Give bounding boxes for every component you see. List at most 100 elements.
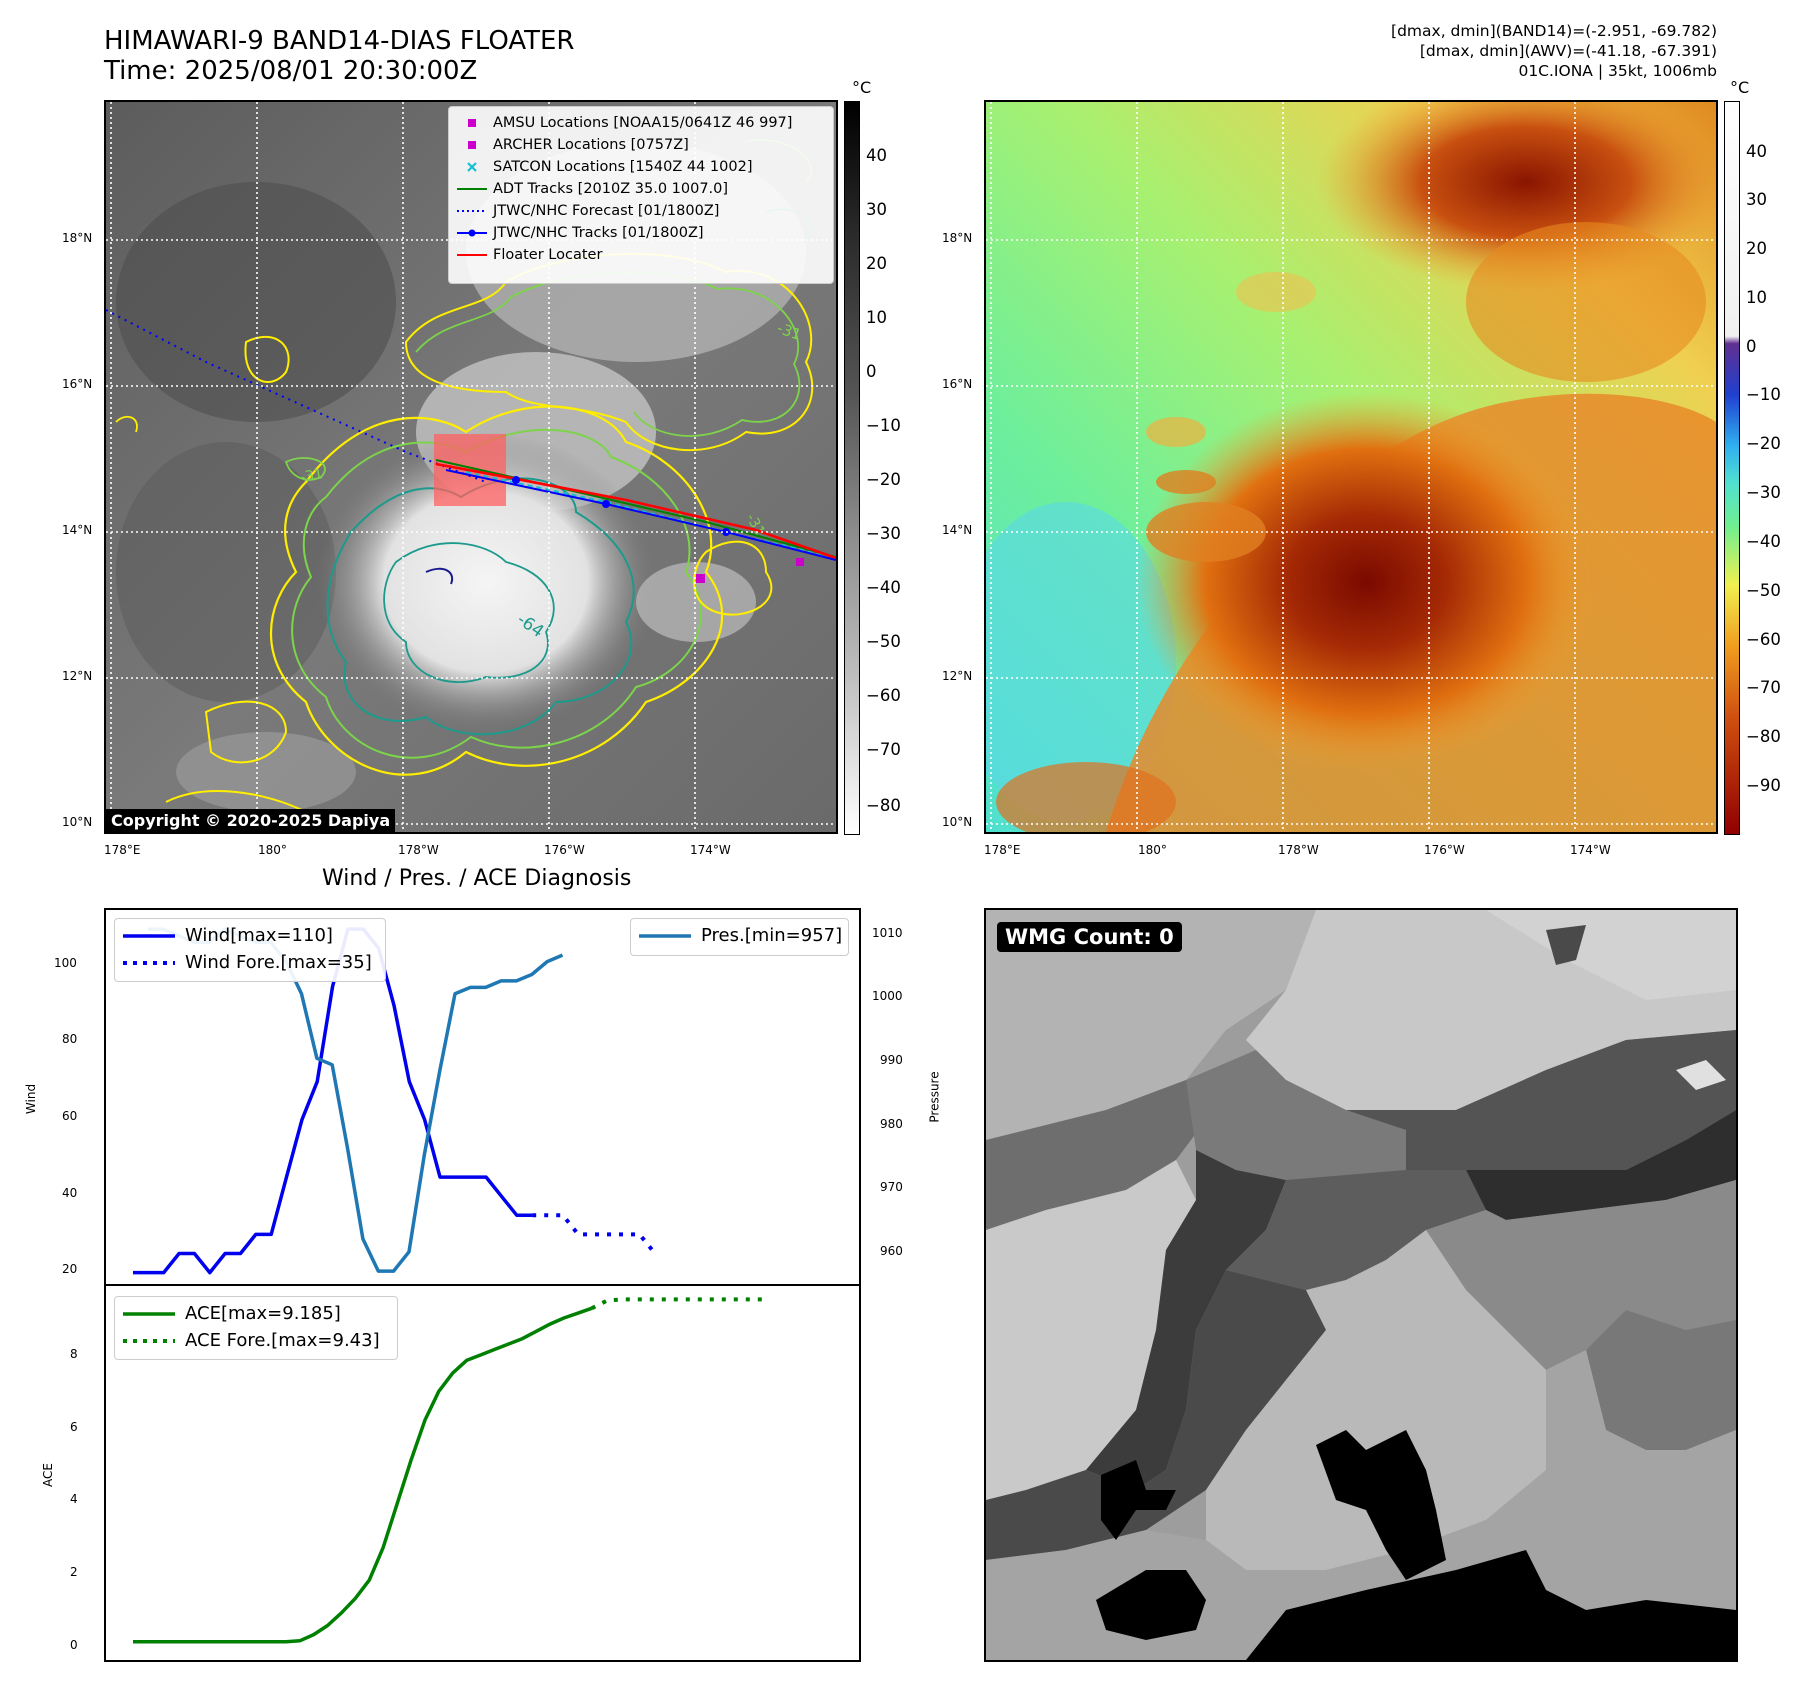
pressure-tick: 970 [880,1180,903,1194]
square-marker-icon [468,119,476,127]
cb-tick: 40 [1746,142,1767,161]
wind-tick: 20 [62,1262,78,1276]
wind-legend: Wind[max=110] Wind Fore.[max=35] [114,918,386,982]
wind-tick: 40 [62,1186,78,1200]
line-marker-icon [639,934,691,938]
line-marker-icon [123,1312,175,1316]
ace-legend: ACE[max=9.185] ACE Fore.[max=9.43] [114,1296,398,1360]
wmg-image [986,910,1736,1660]
info-line-awv: [dmax, dmin](AWV)=(-41.18, -67.391) [1419,42,1717,60]
dotted-line-icon [457,210,487,212]
lat-label: 18°N [942,231,973,245]
lat-label: 18°N [62,231,93,245]
cb-tick: 10 [1746,288,1767,307]
cb-tick: −60 [866,686,901,705]
wind-tick: 100 [54,956,77,970]
cb-tick: −90 [1746,776,1781,795]
line-marker-icon [123,934,175,938]
wind-forecast-line [532,1213,657,1255]
pressure-tick: 980 [880,1117,903,1131]
cb-tick: −50 [1746,581,1781,600]
cb-tick: −20 [1746,434,1781,453]
pressure-axis-label: Pressure [927,1071,942,1123]
square-marker-icon [468,141,476,149]
cb-tick: −80 [1746,727,1781,746]
wind-axis-label: Wind [24,1083,39,1115]
amsu-marker [696,574,705,583]
wind-series-line [133,927,533,1275]
line-dot-marker-icon [457,229,487,237]
wmg-panel: WMG Count: 0 [984,908,1738,1662]
cb-tick: 30 [866,200,887,219]
cb-tick: −80 [866,796,901,815]
wv-colorbar-unit: °C [1730,78,1750,97]
dotted-line-icon [123,961,175,965]
cb-tick: −10 [1746,385,1781,404]
jtwc-track [445,469,836,561]
wv-satellite-map [984,100,1718,834]
pressure-tick: 990 [880,1053,903,1067]
lon-label: 174°W [1570,843,1611,857]
contour-label: -31 [299,466,324,486]
cb-tick: −40 [1746,532,1781,551]
ace-forecast-line [590,1297,763,1311]
wmg-count-badge: WMG Count: 0 [997,922,1182,952]
lat-label: 12°N [62,669,93,683]
cb-tick: 20 [1746,239,1767,258]
cb-tick: 0 [1746,337,1757,356]
lon-label: 178°W [398,843,439,857]
wind-pressure-plot: Wind[max=110] Wind Fore.[max=35] Pres.[m… [104,908,861,1286]
cb-tick: −50 [866,632,901,651]
floater-locater-track [435,462,836,560]
cb-tick: 20 [866,254,887,273]
ace-tick: 4 [70,1492,78,1506]
dotted-line-icon [123,1339,175,1343]
lon-label: 176°W [1424,843,1465,857]
figure-title-line2: Time: 2025/08/01 20:30:00Z [104,56,478,86]
ace-svg [133,1297,763,1644]
ace-tick: 0 [70,1638,78,1652]
wind-tick: 60 [62,1109,78,1123]
wind-tick: 80 [62,1032,78,1046]
lon-label: 178°E [984,843,1021,857]
cb-tick: −60 [1746,630,1781,649]
cb-tick: 40 [866,146,887,165]
pressure-tick: 1000 [872,989,903,1003]
lat-label: 10°N [942,815,973,829]
copyright-label: Copyright © 2020-2025 Dapiya [106,809,396,832]
ace-plot: ACE[max=9.185] ACE Fore.[max=9.43] [104,1284,861,1662]
line-marker-icon [457,254,487,256]
cb-tick: −70 [1746,678,1781,697]
pressure-legend: Pres.[min=957] [630,918,849,956]
ace-tick: 8 [70,1347,78,1361]
lat-label: 16°N [62,377,93,391]
ace-tick: 6 [70,1420,78,1434]
wv-image [986,102,1716,832]
lat-label: 10°N [62,815,93,829]
lon-label: 180° [258,843,287,857]
lat-label: 14°N [62,523,93,537]
lon-label: 180° [1138,843,1167,857]
ace-axis-label: ACE [40,1463,55,1487]
ir-colorbar [844,101,860,835]
lon-label: 178°W [1278,843,1319,857]
lat-label: 12°N [942,669,973,683]
ace-series-line [133,1306,593,1644]
figure-title-line1: HIMAWARI-9 BAND14-DIAS FLOATER [104,26,575,56]
lon-label: 174°W [690,843,731,857]
pressure-tick: 960 [880,1244,903,1258]
info-line-storm: 01C.IONA | 35kt, 1006mb [1518,62,1717,80]
cb-tick: −30 [1746,483,1781,502]
cb-tick: −30 [866,524,901,543]
ir-colorbar-unit: °C [852,78,872,97]
x-marker-icon [467,162,477,172]
pressure-tick: 1010 [872,926,903,940]
cb-tick: −20 [866,470,901,489]
lon-label: 178°E [104,843,141,857]
cb-tick: −10 [866,416,901,435]
diagnosis-title: Wind / Pres. / ACE Diagnosis [322,866,632,891]
cb-tick: 10 [866,308,887,327]
cb-tick: 30 [1746,190,1767,209]
lat-label: 14°N [942,523,973,537]
ace-tick: 2 [70,1565,78,1579]
